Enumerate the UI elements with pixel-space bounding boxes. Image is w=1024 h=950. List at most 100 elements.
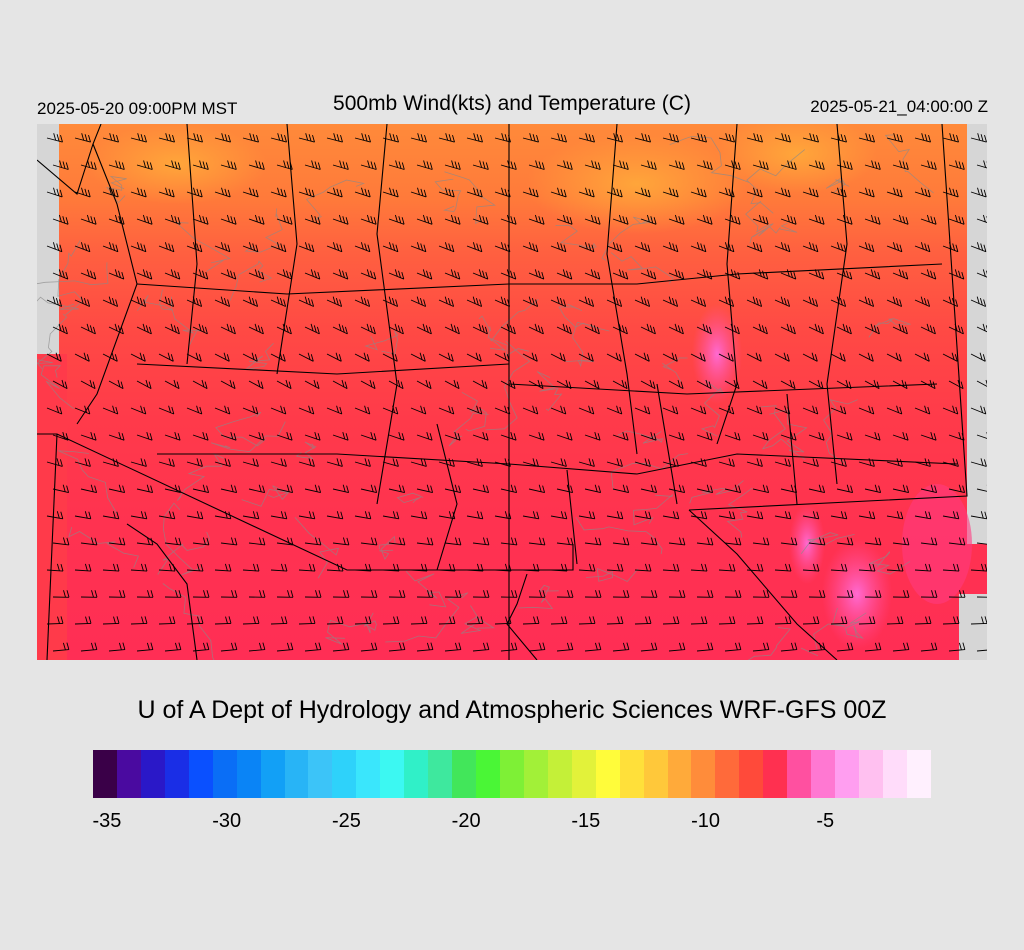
wind-barb <box>158 405 175 415</box>
wind-barb <box>438 616 456 625</box>
wind-barb <box>164 269 181 280</box>
wind-barb <box>836 642 854 652</box>
wind-barb <box>410 296 427 307</box>
terrain-contour <box>746 149 805 214</box>
wind-barb <box>920 379 936 389</box>
wind-barb <box>108 214 125 225</box>
wind-barb <box>584 484 602 494</box>
wind-barb <box>136 269 153 280</box>
wind-barb <box>416 160 433 170</box>
wind-barb <box>326 187 343 198</box>
wind-barb <box>914 458 931 467</box>
wind-barb <box>668 379 684 389</box>
wind-barb <box>108 431 125 441</box>
wind-barb <box>80 484 98 494</box>
wind-barb <box>970 352 986 362</box>
wind-barb <box>584 590 602 598</box>
wind-barb <box>388 379 404 389</box>
wind-barb <box>886 616 904 625</box>
wind-barb <box>158 187 175 198</box>
wind-barb <box>472 160 489 170</box>
wind-barb <box>164 590 182 598</box>
wind-barb <box>662 296 679 307</box>
wind-barb <box>718 616 736 625</box>
wind-barb <box>382 187 399 198</box>
wind-barb <box>108 590 126 598</box>
wind-barb <box>270 296 287 307</box>
colorbar-swatch <box>811 750 836 798</box>
wind-barb <box>354 352 370 362</box>
wind-barb <box>52 484 70 494</box>
wind-barb <box>186 296 203 307</box>
wind-barb <box>976 269 987 278</box>
terrain-contour <box>244 342 274 371</box>
terrain-contour <box>37 313 68 369</box>
wind-barb <box>192 323 208 335</box>
wind-barb <box>248 269 265 280</box>
wind-barb <box>130 458 147 467</box>
wind-barb <box>270 563 288 572</box>
terrain-contour <box>294 517 339 579</box>
wind-barb <box>304 431 321 441</box>
wind-barb <box>270 616 288 625</box>
wind-barb <box>780 323 796 335</box>
wind-barb <box>858 296 875 307</box>
wind-barb <box>220 269 237 280</box>
wind-barb <box>640 642 658 652</box>
wind-barb <box>494 511 512 520</box>
wind-barb <box>858 405 875 415</box>
wind-barb <box>248 214 265 225</box>
colorbar-swatch <box>93 750 117 798</box>
colorbar-swatch <box>882 750 907 798</box>
wind-barb <box>556 379 572 389</box>
wind-barb <box>718 133 735 143</box>
wind-barb <box>52 642 70 652</box>
terrain-contour <box>555 224 597 249</box>
wind-barb <box>388 642 406 652</box>
wind-barb <box>634 458 651 467</box>
colorbar-tick-label: -15 <box>571 810 601 832</box>
terrain-contour <box>361 620 377 634</box>
wind-barb <box>752 160 769 170</box>
wind-barb <box>220 323 236 335</box>
wind-barb <box>634 563 652 572</box>
wind-barb <box>858 187 875 198</box>
wind-barb <box>920 160 937 170</box>
wind-barb <box>774 616 792 625</box>
wind-barb <box>662 563 680 572</box>
wind-barb <box>444 537 462 546</box>
terrain-contour <box>37 262 109 286</box>
wind-barb <box>52 214 69 225</box>
colorbar-swatch <box>476 750 500 798</box>
wind-barb <box>528 323 544 335</box>
wind-barb <box>942 133 959 143</box>
wind-barb <box>304 379 320 389</box>
wind-barb <box>690 405 707 415</box>
wind-barb <box>360 484 378 494</box>
wind-barb <box>528 484 546 494</box>
wind-barb <box>466 242 483 253</box>
wind-barb <box>836 269 853 280</box>
wind-barb <box>746 242 763 253</box>
wind-barb <box>830 616 848 625</box>
wind-barb <box>472 431 489 441</box>
wind-barb <box>46 616 64 625</box>
wind-barb <box>360 431 377 441</box>
wind-barb <box>80 431 97 441</box>
wind-barb <box>550 187 567 198</box>
wind-barb <box>410 242 427 253</box>
wind-barb <box>248 323 264 335</box>
wind-barb <box>802 458 819 467</box>
wind-barb <box>276 323 292 335</box>
wind-barb <box>864 379 880 389</box>
wind-barb <box>970 511 987 520</box>
wind-barb <box>976 484 987 492</box>
wind-barb <box>270 405 287 415</box>
wind-barb <box>864 323 880 335</box>
wind-barb <box>304 214 321 225</box>
wind-barb <box>892 160 909 170</box>
terrain-contour <box>305 179 366 221</box>
wind-barb <box>578 242 595 253</box>
wind-barb <box>662 405 679 415</box>
colorbar-swatch <box>212 750 237 798</box>
